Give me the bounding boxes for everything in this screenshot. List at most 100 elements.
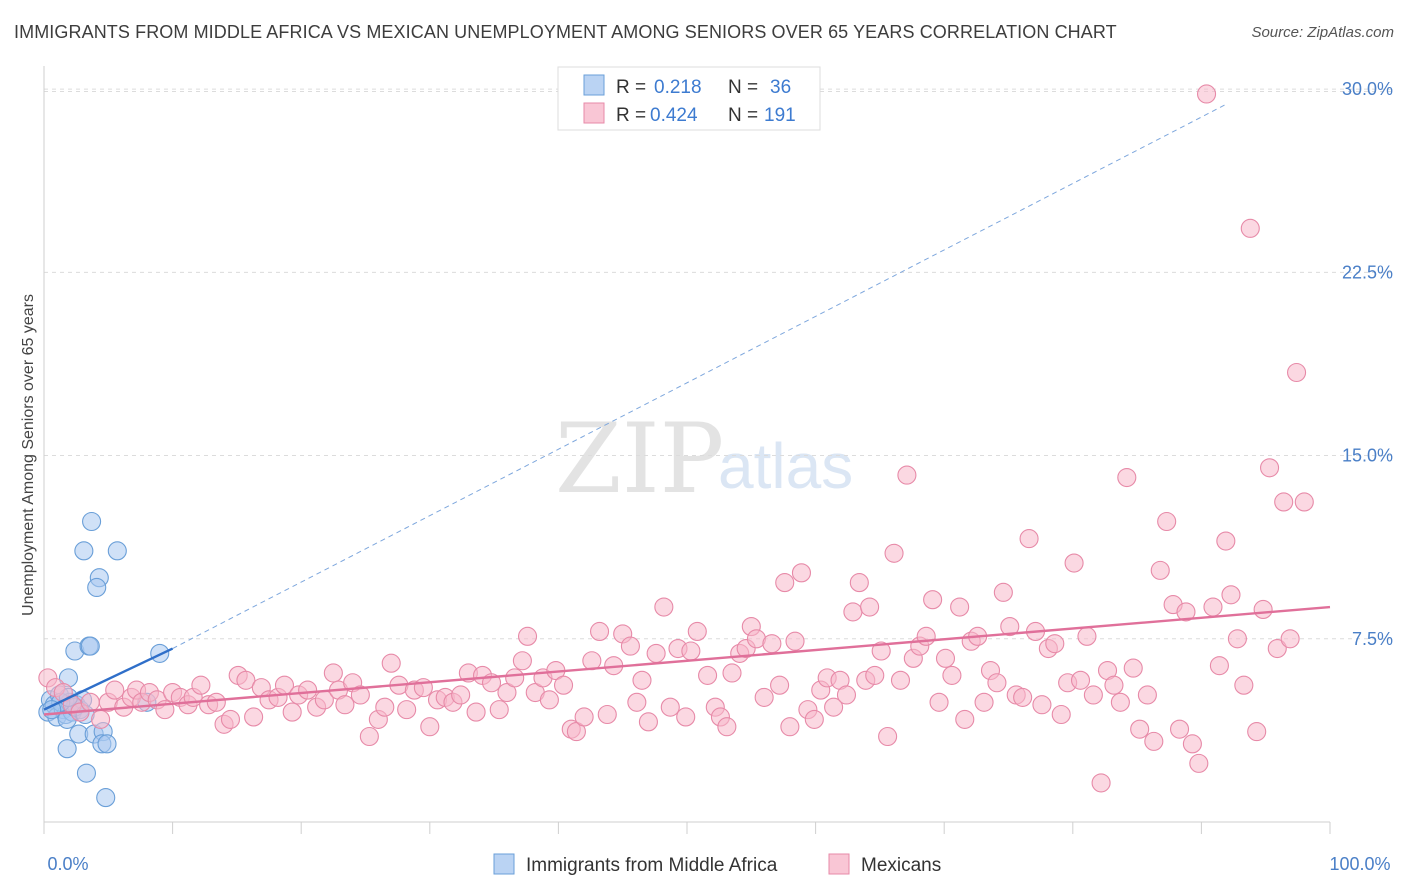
axes: 7.5% 15.0% 22.5% 30.0% <box>43 66 1393 834</box>
point-mexicans <box>1013 687 1033 707</box>
point-mexicans <box>566 722 586 742</box>
point-mexicans <box>451 685 471 705</box>
watermark-atlas: atlas <box>718 430 853 502</box>
point-mexicans <box>722 663 742 683</box>
point-mexicans <box>1110 692 1130 712</box>
point-mexicans <box>236 670 256 690</box>
bottom-legend-label-middle-africa: Immigrants from Middle Africa <box>526 855 778 876</box>
point-mexicans <box>929 692 949 712</box>
point-mexicans <box>1189 753 1209 773</box>
point-middle-africa <box>96 788 116 808</box>
point-mexicans <box>1091 773 1111 793</box>
point-mexicans <box>865 665 885 685</box>
point-mexicans <box>1051 704 1071 725</box>
point-mexicans <box>1157 511 1177 532</box>
point-mexicans <box>878 726 898 747</box>
legend-r-value-mexicans: 0.424 <box>650 105 698 126</box>
point-mexicans <box>987 673 1007 693</box>
legend-box: R = 0.218 N = 36 R = 0.424 N = 191 <box>557 66 821 131</box>
point-mexicans <box>627 692 647 712</box>
point-mexicans <box>824 697 844 717</box>
point-mexicans <box>1064 553 1084 573</box>
point-mexicans <box>1221 585 1241 605</box>
point-mexicans <box>1287 362 1307 383</box>
point-mexicans <box>1150 560 1170 580</box>
point-mexicans <box>620 636 640 656</box>
point-mexicans <box>849 573 869 593</box>
x-tick-label-min: 0.0% <box>47 854 88 874</box>
y-tick-label: 22.5% <box>1342 262 1393 282</box>
point-mexicans <box>1176 602 1196 622</box>
point-mexicans <box>762 634 782 654</box>
trend-lines <box>43 103 1331 716</box>
point-mexicans <box>638 712 658 732</box>
point-mexicans <box>1260 458 1280 478</box>
point-mexicans <box>91 709 111 729</box>
legend-n-value-middle-africa: 36 <box>770 77 791 98</box>
point-mexicans <box>646 643 666 663</box>
point-mexicans <box>916 626 936 646</box>
point-mexicans <box>1253 599 1273 620</box>
point-mexicans <box>505 668 525 688</box>
point-mexicans <box>676 707 696 727</box>
point-mexicans <box>1144 731 1164 751</box>
point-mexicans <box>791 563 812 583</box>
point-mexicans <box>754 687 774 707</box>
point-mexicans <box>955 709 975 729</box>
point-mexicans <box>1000 617 1020 637</box>
point-mexicans <box>397 700 417 720</box>
point-mexicans <box>632 670 652 690</box>
point-mexicans <box>466 702 486 722</box>
point-mexicans <box>1267 638 1287 659</box>
bottom-legend-swatch-mexicans <box>828 853 850 875</box>
point-mexicans <box>660 697 680 717</box>
point-mexicans <box>512 651 532 671</box>
point-mexicans <box>890 670 911 690</box>
point-mexicans <box>420 717 440 737</box>
point-mexicans <box>1070 670 1091 690</box>
point-mexicans <box>681 641 701 661</box>
point-mexicans <box>350 685 370 705</box>
point-mexicans <box>381 653 401 673</box>
bottom-legend-label-mexicans: Mexicans <box>861 855 941 876</box>
source-credit: Source: ZipAtlas.com <box>1251 24 1394 41</box>
point-mexicans <box>539 690 559 710</box>
legend-n-label-mexicans: N = <box>728 105 758 126</box>
y-tick-label: 15.0% <box>1342 446 1393 466</box>
point-middle-africa <box>57 739 77 759</box>
point-mexicans <box>860 597 880 617</box>
point-mexicans <box>775 573 795 593</box>
point-mexicans <box>1045 634 1065 654</box>
point-mexicans <box>897 465 917 485</box>
point-mexicans <box>687 621 707 641</box>
point-mexicans <box>590 621 610 641</box>
point-middle-africa <box>87 577 107 598</box>
point-mexicans <box>717 717 737 737</box>
point-middle-africa <box>97 734 117 754</box>
trend-line-mexicans <box>43 605 1331 716</box>
point-mexicans <box>1130 719 1150 739</box>
point-mexicans <box>1169 719 1190 739</box>
trend-line-middle-africa <box>43 647 174 711</box>
point-mexicans <box>974 692 994 712</box>
point-mexicans <box>1216 531 1236 551</box>
point-mexicans <box>489 700 509 720</box>
point-mexicans <box>993 582 1013 602</box>
x-tick-label-max: 100.0% <box>1329 854 1390 874</box>
point-middle-africa <box>107 541 127 561</box>
point-mexicans <box>942 665 962 685</box>
point-mexicans <box>1104 675 1124 695</box>
point-mexicans <box>359 726 379 747</box>
point-mexicans <box>497 682 517 703</box>
point-mexicans <box>1247 722 1267 742</box>
point-middle-africa <box>82 511 102 532</box>
legend-swatch-mexicans <box>583 102 605 124</box>
legend-r-label-middle-africa: R = <box>616 77 646 98</box>
point-mexicans <box>871 641 891 661</box>
point-mexicans <box>1019 529 1039 549</box>
point-mexicans <box>1280 629 1300 649</box>
point-mexicans <box>206 692 226 712</box>
point-mexicans <box>220 709 241 729</box>
point-mexicans <box>884 543 904 563</box>
